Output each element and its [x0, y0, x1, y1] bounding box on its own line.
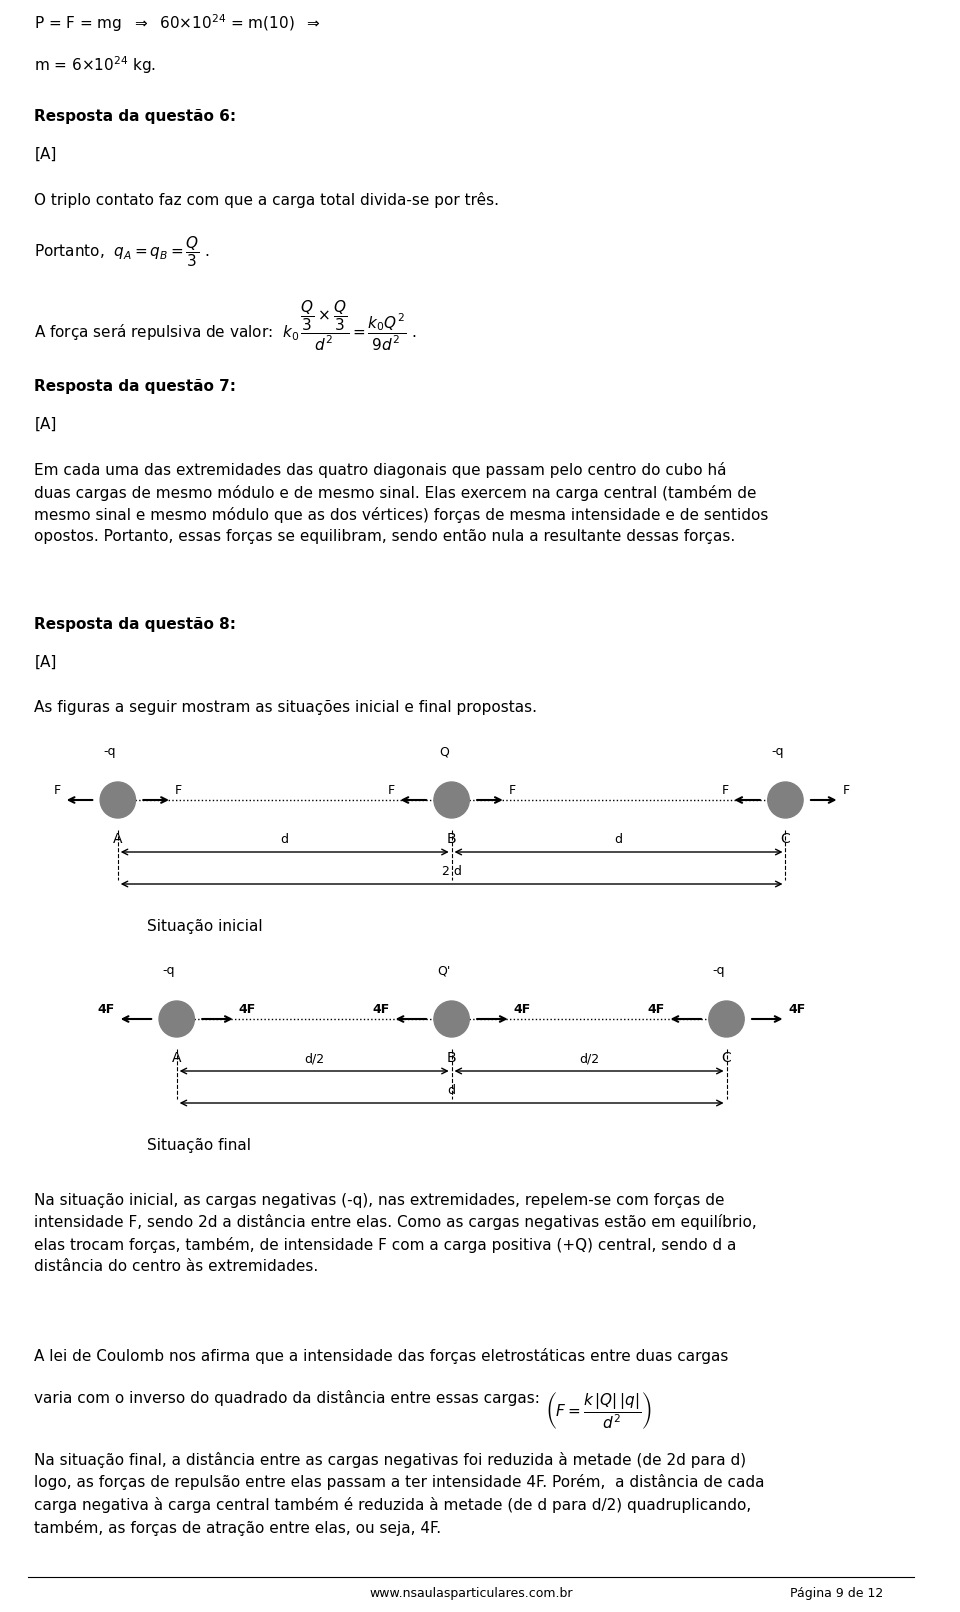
- Circle shape: [159, 1001, 194, 1037]
- Text: B: B: [446, 832, 456, 846]
- Text: 4F: 4F: [647, 1003, 664, 1016]
- Text: F: F: [388, 783, 395, 796]
- Text: 2 d: 2 d: [442, 866, 462, 879]
- Text: -q: -q: [104, 745, 116, 758]
- Text: A lei de Coulomb nos afirma que a intensidade das forças eletrostáticas entre du: A lei de Coulomb nos afirma que a intens…: [35, 1348, 729, 1364]
- Text: Situação final: Situação final: [147, 1138, 252, 1153]
- Text: d/2: d/2: [579, 1053, 599, 1066]
- Text: As figuras a seguir mostram as situações inicial e final propostas.: As figuras a seguir mostram as situações…: [35, 700, 538, 716]
- Text: 4F: 4F: [239, 1003, 255, 1016]
- Text: -q: -q: [162, 964, 175, 977]
- Text: Portanto,  $q_A = q_B = \dfrac{Q}{3}$ .: Portanto, $q_A = q_B = \dfrac{Q}{3}$ .: [35, 234, 210, 269]
- Text: 4F: 4F: [788, 1003, 805, 1016]
- Text: C: C: [722, 1051, 732, 1066]
- Text: Resposta da questão 8:: Resposta da questão 8:: [35, 617, 236, 632]
- Text: Q: Q: [439, 745, 448, 758]
- Text: www.nsaulasparticulares.com.br: www.nsaulasparticulares.com.br: [370, 1586, 573, 1601]
- Text: Na situação inicial, as cargas negativas (-q), nas extremidades, repelem-se com : Na situação inicial, as cargas negativas…: [35, 1193, 757, 1273]
- Text: Resposta da questão 7:: Resposta da questão 7:: [35, 379, 236, 393]
- Text: d: d: [280, 833, 289, 846]
- Text: -q: -q: [771, 745, 783, 758]
- Text: $\left(F = \dfrac{k\,|Q|\,|q|}{d^2}\right)$: $\left(F = \dfrac{k\,|Q|\,|q|}{d^2}\righ…: [545, 1390, 652, 1431]
- Circle shape: [100, 782, 135, 817]
- Text: 4F: 4F: [372, 1003, 390, 1016]
- Text: F: F: [54, 783, 60, 796]
- Text: d: d: [447, 1083, 456, 1098]
- Text: F: F: [842, 783, 850, 796]
- Text: -q: -q: [712, 964, 725, 977]
- Text: Página 9 de 12: Página 9 de 12: [790, 1586, 883, 1601]
- Text: F: F: [175, 783, 181, 796]
- Circle shape: [434, 782, 469, 817]
- Text: m = 6$\times$10$^{24}$ kg.: m = 6$\times$10$^{24}$ kg.: [35, 53, 156, 76]
- Circle shape: [708, 1001, 744, 1037]
- Text: [A]: [A]: [35, 654, 57, 671]
- Text: A: A: [113, 832, 123, 846]
- Text: P = F = mg  $\Rightarrow$  60$\times$10$^{24}$ = m(10)  $\Rightarrow$: P = F = mg $\Rightarrow$ 60$\times$10$^{…: [35, 11, 321, 34]
- Text: F: F: [509, 783, 516, 796]
- Circle shape: [434, 1001, 469, 1037]
- Text: varia com o inverso do quadrado da distância entre essas cargas:: varia com o inverso do quadrado da distâ…: [35, 1390, 540, 1406]
- Text: d: d: [614, 833, 622, 846]
- Text: Resposta da questão 6:: Resposta da questão 6:: [35, 110, 236, 124]
- Text: Q': Q': [437, 964, 450, 977]
- Text: F: F: [721, 783, 729, 796]
- Text: 4F: 4F: [514, 1003, 531, 1016]
- Text: O triplo contato faz com que a carga total divida-se por três.: O triplo contato faz com que a carga tot…: [35, 192, 499, 208]
- Circle shape: [768, 782, 804, 817]
- Text: Situação inicial: Situação inicial: [147, 919, 263, 933]
- Text: C: C: [780, 832, 790, 846]
- Text: B: B: [446, 1051, 456, 1066]
- Text: A: A: [172, 1051, 181, 1066]
- Text: d/2: d/2: [304, 1053, 324, 1066]
- Text: Na situação final, a distância entre as cargas negativas foi reduzida à metade (: Na situação final, a distância entre as …: [35, 1452, 765, 1536]
- Text: A força será repulsiva de valor:  $k_0\,\dfrac{\dfrac{Q}{3}\times\dfrac{Q}{3}}{d: A força será repulsiva de valor: $k_0\,\…: [35, 298, 417, 353]
- Text: 4F: 4F: [98, 1003, 115, 1016]
- Text: [A]: [A]: [35, 147, 57, 161]
- Text: Em cada uma das extremidades das quatro diagonais que passam pelo centro do cubo: Em cada uma das extremidades das quatro …: [35, 463, 769, 543]
- Text: [A]: [A]: [35, 418, 57, 432]
